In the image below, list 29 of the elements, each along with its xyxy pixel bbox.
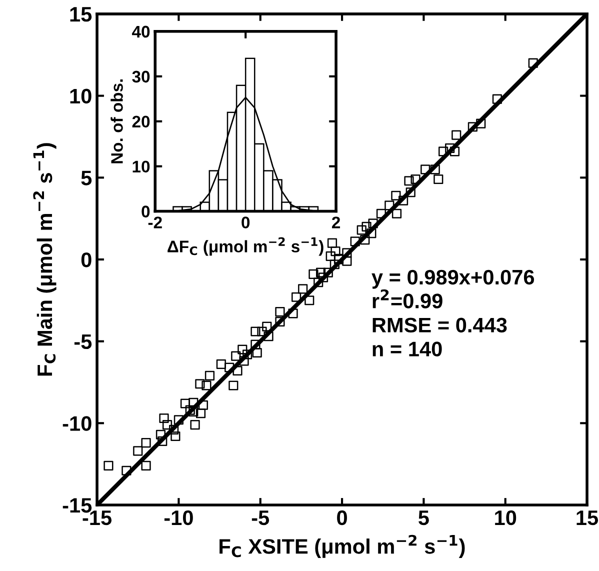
annotation: r$^{2}$=0.99	[372, 289, 442, 308]
x-axis-title: ΔF$_{C}$ (μmol m$^{−2}$ s$^{−1}$)	[168, 237, 324, 256]
y-tick-label: 10	[132, 160, 150, 173]
x-tick-label: 5	[418, 510, 429, 526]
x-axis-title: F$_{C}$ XSITE (μmol m$^{−2}$ s$^{−1}$)	[220, 534, 465, 558]
annotation: RMSE = 0.443	[372, 318, 507, 333]
y-tick-label: 15	[70, 7, 92, 22]
x-tick-label: -2	[148, 216, 162, 228]
x-tick-label: -10	[164, 510, 193, 526]
y-tick-label: 20	[132, 116, 150, 128]
y-tick-label: 40	[132, 26, 150, 38]
y-tick-label: 0	[142, 206, 150, 218]
y-axis-title: No. of obs.	[110, 79, 123, 164]
y-tick-label: -5	[74, 334, 92, 350]
x-tick-label: 15	[576, 510, 598, 526]
x-tick-label: 0	[337, 510, 347, 526]
y-tick-label: 5	[81, 170, 92, 186]
y-tick-label: -15	[62, 498, 92, 513]
annotation: n = 140	[372, 342, 442, 356]
annotation: y = 0.989x+0.076	[372, 270, 534, 289]
y-tick-label: 30	[132, 70, 150, 83]
x-tick-label: 0	[242, 216, 250, 228]
y-axis-title: F$_{C}$ Main (μmol m$^{−2}$ s$^{−1}$)	[33, 143, 56, 376]
y-tick-label: 10	[70, 88, 92, 104]
x-tick-label: -5	[252, 510, 270, 526]
x-tick-label: 10	[495, 510, 516, 526]
y-tick-label: 0	[81, 252, 92, 268]
x-tick-label: 2	[332, 216, 340, 228]
y-tick-label: -10	[62, 416, 92, 431]
